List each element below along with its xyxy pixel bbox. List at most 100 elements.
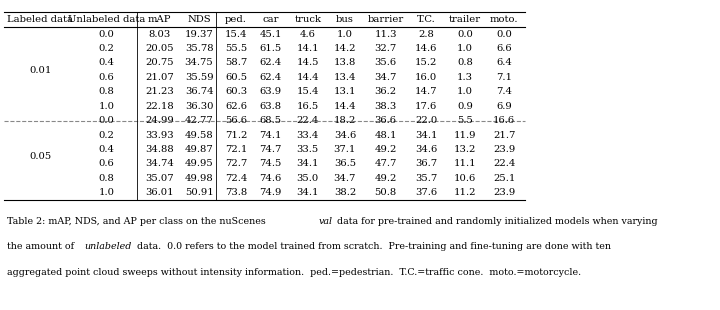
Text: 14.5: 14.5 bbox=[297, 58, 319, 67]
Text: 35.59: 35.59 bbox=[185, 73, 213, 82]
Text: 19.37: 19.37 bbox=[185, 29, 213, 38]
Text: 1.0: 1.0 bbox=[457, 87, 473, 96]
Text: 35.78: 35.78 bbox=[185, 44, 213, 53]
Text: 1.3: 1.3 bbox=[457, 73, 473, 82]
Text: 18.2: 18.2 bbox=[333, 116, 356, 125]
Text: 7.1: 7.1 bbox=[496, 73, 512, 82]
Text: 0.4: 0.4 bbox=[99, 58, 114, 67]
Text: 14.7: 14.7 bbox=[415, 87, 438, 96]
Text: NDS: NDS bbox=[187, 15, 211, 24]
Text: 72.1: 72.1 bbox=[225, 145, 248, 154]
Text: 63.8: 63.8 bbox=[260, 102, 282, 111]
Text: 14.6: 14.6 bbox=[415, 44, 438, 53]
Text: 62.4: 62.4 bbox=[260, 73, 282, 82]
Text: 0.2: 0.2 bbox=[99, 44, 114, 53]
Text: 73.8: 73.8 bbox=[225, 188, 247, 197]
Text: 36.5: 36.5 bbox=[334, 159, 356, 168]
Text: 7.4: 7.4 bbox=[496, 87, 512, 96]
Text: 1.0: 1.0 bbox=[99, 188, 114, 197]
Text: 36.74: 36.74 bbox=[185, 87, 213, 96]
Text: 60.5: 60.5 bbox=[225, 73, 247, 82]
Text: 23.9: 23.9 bbox=[493, 188, 515, 197]
Text: the amount of: the amount of bbox=[7, 242, 77, 251]
Text: 0.0: 0.0 bbox=[99, 29, 114, 38]
Text: 34.6: 34.6 bbox=[334, 131, 356, 140]
Text: 6.9: 6.9 bbox=[496, 102, 512, 111]
Text: 34.6: 34.6 bbox=[415, 145, 437, 154]
Text: 33.4: 33.4 bbox=[297, 131, 319, 140]
Text: 61.5: 61.5 bbox=[260, 44, 282, 53]
Text: 25.1: 25.1 bbox=[492, 174, 516, 183]
Text: 11.1: 11.1 bbox=[454, 159, 477, 168]
Text: 60.3: 60.3 bbox=[225, 87, 247, 96]
Text: 35.0: 35.0 bbox=[297, 174, 319, 183]
Text: 0.8: 0.8 bbox=[99, 174, 114, 183]
Text: 10.6: 10.6 bbox=[454, 174, 476, 183]
Text: val: val bbox=[319, 217, 333, 226]
Text: 48.1: 48.1 bbox=[374, 131, 397, 140]
Text: Labeled data: Labeled data bbox=[7, 15, 73, 24]
Text: 15.4: 15.4 bbox=[225, 29, 248, 38]
Text: 49.98: 49.98 bbox=[185, 174, 213, 183]
Text: 15.4: 15.4 bbox=[297, 87, 319, 96]
Text: 0.2: 0.2 bbox=[99, 131, 114, 140]
Text: 62.6: 62.6 bbox=[225, 102, 247, 111]
Text: 21.23: 21.23 bbox=[145, 87, 174, 96]
Text: 13.1: 13.1 bbox=[333, 87, 356, 96]
Text: 34.1: 34.1 bbox=[297, 188, 319, 197]
Text: 1.0: 1.0 bbox=[457, 44, 473, 53]
Text: 62.4: 62.4 bbox=[260, 58, 282, 67]
Text: 35.7: 35.7 bbox=[415, 174, 437, 183]
Text: 36.01: 36.01 bbox=[145, 188, 174, 197]
Text: unlabeled: unlabeled bbox=[84, 242, 132, 251]
Text: 33.93: 33.93 bbox=[145, 131, 174, 140]
Text: 0.8: 0.8 bbox=[99, 87, 114, 96]
Text: 14.4: 14.4 bbox=[333, 102, 356, 111]
Text: 8.03: 8.03 bbox=[148, 29, 171, 38]
Text: 0.6: 0.6 bbox=[99, 73, 114, 82]
Text: data for pre-trained and randomly initialized models when varying: data for pre-trained and randomly initia… bbox=[334, 217, 657, 226]
Text: 34.75: 34.75 bbox=[185, 58, 213, 67]
Text: mAP: mAP bbox=[148, 15, 171, 24]
Text: 74.1: 74.1 bbox=[259, 131, 282, 140]
Text: 1.0: 1.0 bbox=[99, 102, 114, 111]
Text: 34.1: 34.1 bbox=[415, 131, 438, 140]
Text: 20.05: 20.05 bbox=[145, 44, 174, 53]
Text: 0.0: 0.0 bbox=[457, 29, 473, 38]
Text: 49.58: 49.58 bbox=[185, 131, 213, 140]
Text: 6.4: 6.4 bbox=[496, 58, 512, 67]
Text: trailer: trailer bbox=[449, 15, 481, 24]
Text: 0.05: 0.05 bbox=[30, 152, 51, 161]
Text: truck: truck bbox=[294, 15, 321, 24]
Text: 37.1: 37.1 bbox=[333, 145, 356, 154]
Text: 2.8: 2.8 bbox=[418, 29, 434, 38]
Text: 38.2: 38.2 bbox=[334, 188, 356, 197]
Text: 49.2: 49.2 bbox=[374, 174, 397, 183]
Text: 1.0: 1.0 bbox=[337, 29, 353, 38]
Text: 56.6: 56.6 bbox=[225, 116, 247, 125]
Text: 74.6: 74.6 bbox=[260, 174, 282, 183]
Text: 36.7: 36.7 bbox=[415, 159, 437, 168]
Text: T.C.: T.C. bbox=[417, 15, 436, 24]
Text: 14.1: 14.1 bbox=[297, 44, 319, 53]
Text: 49.87: 49.87 bbox=[185, 145, 213, 154]
Text: 37.6: 37.6 bbox=[415, 188, 437, 197]
Text: 35.6: 35.6 bbox=[374, 58, 397, 67]
Text: 0.9: 0.9 bbox=[457, 102, 473, 111]
Text: 22.0: 22.0 bbox=[415, 116, 437, 125]
Text: 0.0: 0.0 bbox=[99, 116, 114, 125]
Text: 17.6: 17.6 bbox=[415, 102, 437, 111]
Text: 34.88: 34.88 bbox=[145, 145, 174, 154]
Text: Table 2: mAP, NDS, and AP per class on the nuScenes: Table 2: mAP, NDS, and AP per class on t… bbox=[7, 217, 269, 226]
Text: 50.91: 50.91 bbox=[185, 188, 213, 197]
Text: 72.4: 72.4 bbox=[225, 174, 248, 183]
Text: 74.9: 74.9 bbox=[259, 188, 282, 197]
Text: 55.5: 55.5 bbox=[225, 44, 247, 53]
Text: 36.2: 36.2 bbox=[374, 87, 397, 96]
Text: 20.75: 20.75 bbox=[145, 58, 174, 67]
Text: 13.4: 13.4 bbox=[333, 73, 356, 82]
Text: 21.07: 21.07 bbox=[145, 73, 174, 82]
Text: 15.2: 15.2 bbox=[415, 58, 438, 67]
Text: 24.99: 24.99 bbox=[145, 116, 174, 125]
Text: 35.07: 35.07 bbox=[145, 174, 174, 183]
